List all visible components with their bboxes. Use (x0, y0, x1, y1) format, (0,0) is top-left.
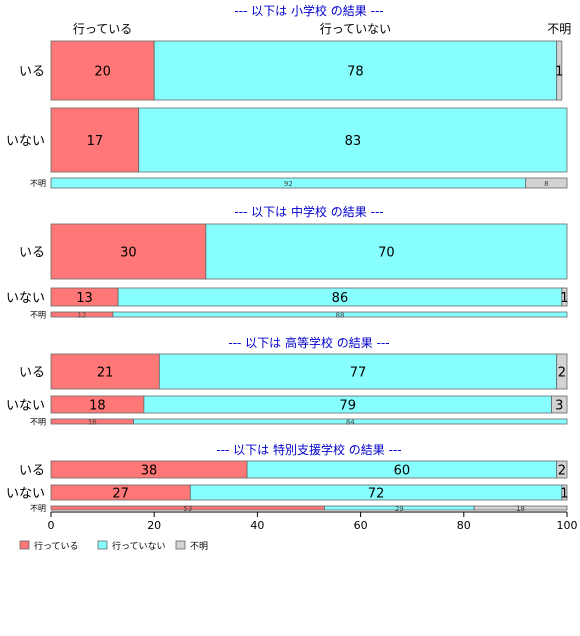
bar-segment (50, 223, 207, 280)
legend-swatch (175, 540, 186, 550)
x-tick-label: 60 (354, 519, 368, 532)
bar-segment (561, 484, 568, 501)
bar-value-label: 27 (112, 487, 129, 502)
bar-value-label: 21 (97, 366, 114, 381)
bar-value-label: 84 (346, 419, 355, 427)
bar-value-label: 77 (350, 366, 367, 381)
bar-value-label: 1 (560, 291, 568, 306)
bar-value-label: 13 (76, 291, 93, 306)
bar-value-label: 17 (87, 134, 104, 149)
bar-value-label: 16 (88, 419, 97, 427)
bar-segment (556, 460, 568, 479)
x-tick-label: 40 (250, 519, 264, 532)
bar-value-label: 18 (89, 399, 106, 414)
x-tick-label: 0 (48, 519, 55, 532)
row-label: 不明 (30, 179, 46, 188)
bar-value-label: 70 (378, 246, 395, 261)
bar-value-label: 3 (555, 399, 563, 414)
bar-segment (138, 107, 568, 173)
legend-label: 行っていない (112, 540, 166, 552)
legend-swatch (97, 540, 108, 550)
bar-segment (158, 353, 558, 390)
column-header-label: 不明 (547, 22, 571, 36)
bar-value-label: 1 (555, 65, 563, 80)
bar-value-label: 92 (284, 180, 293, 188)
bar-value-label: 88 (335, 312, 344, 320)
row-label: いる (19, 464, 45, 479)
bar-value-label: 30 (120, 246, 137, 261)
bar-segment (525, 177, 568, 189)
bar-value-label: 53 (183, 505, 192, 513)
bar-value-label: 1 (560, 487, 568, 502)
bar-segment (50, 353, 160, 390)
bar-value-label: 79 (339, 399, 356, 414)
bar-segment (556, 40, 563, 101)
bar-segment (551, 395, 568, 414)
row-label: いる (19, 366, 45, 381)
bar-segment (205, 223, 568, 280)
bar-value-label: 78 (347, 65, 364, 80)
legend-swatch (19, 540, 30, 550)
bar-segment (153, 40, 558, 101)
bar-value-label: 86 (332, 291, 349, 306)
bar-value-label: 18 (516, 505, 525, 513)
bar-segment (133, 418, 568, 425)
x-tick-label: 20 (147, 519, 161, 532)
legend-label: 不明 (190, 541, 208, 552)
row-label: いる (19, 246, 45, 261)
row-label: いない (6, 399, 45, 414)
row-label: いない (6, 134, 45, 149)
bar-value-label: 12 (77, 312, 86, 320)
row-label: いない (6, 487, 45, 502)
bar-value-label: 29 (395, 505, 404, 513)
bar-value-label: 38 (141, 464, 158, 479)
bar-segment (473, 505, 568, 511)
column-header-label: 行っている (73, 22, 132, 36)
bar-segment (112, 311, 568, 318)
bar-value-label: 8 (544, 180, 548, 188)
row-label: 不明 (30, 504, 46, 513)
bar-value-label: 83 (345, 134, 362, 149)
x-tick-label: 100 (557, 519, 578, 532)
bar-value-label: 2 (558, 464, 566, 479)
group-title: --- 以下は 特別支援学校 の結果 --- (216, 442, 401, 457)
column-header-label: 行っていない (320, 22, 391, 36)
bar-segment (561, 287, 568, 307)
bar-value-label: 72 (368, 487, 385, 502)
row-label: いる (19, 65, 45, 80)
bar-value-label: 60 (394, 464, 411, 479)
group-title: --- 以下は 高等学校 の結果 --- (228, 335, 389, 350)
row-label: 不明 (30, 311, 46, 320)
legend-label: 行っている (34, 540, 79, 552)
bar-segment (556, 353, 568, 390)
row-label: いない (6, 291, 45, 306)
group-title: --- 以下は 小学校 の結果 --- (234, 3, 383, 18)
bar-value-label: 20 (94, 65, 111, 80)
row-label: 不明 (30, 418, 46, 427)
group-title: --- 以下は 中学校 の結果 --- (234, 204, 383, 219)
x-tick-label: 80 (457, 519, 471, 532)
bar-segment (50, 40, 155, 101)
bar-value-label: 2 (558, 366, 566, 381)
